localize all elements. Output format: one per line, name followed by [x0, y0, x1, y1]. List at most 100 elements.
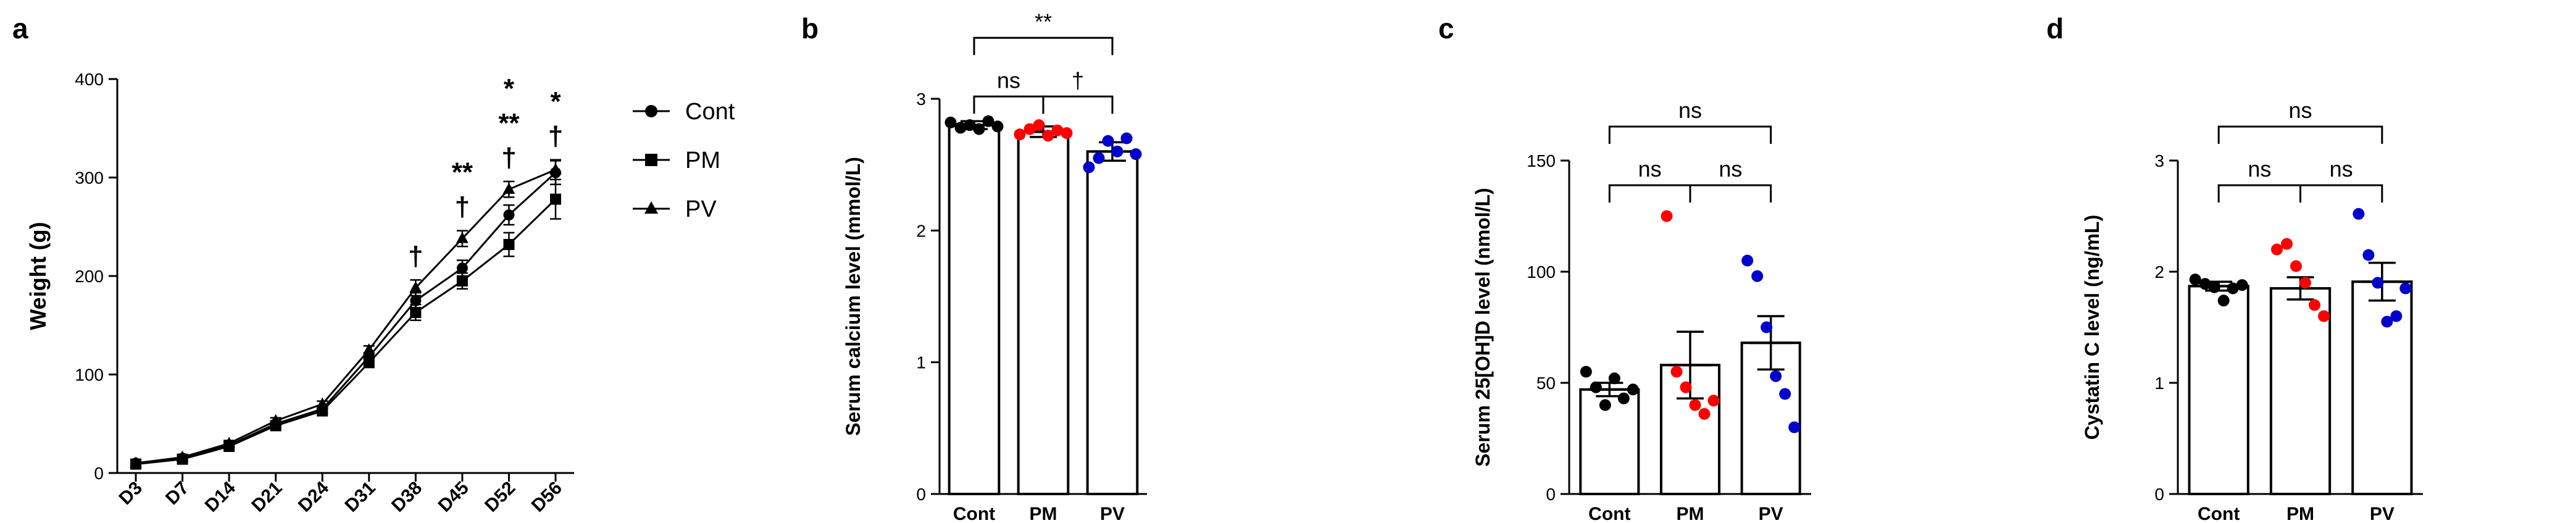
- data-point-cont: [1627, 383, 1639, 396]
- data-point-cont: [456, 262, 468, 274]
- y-axis-title: Serum calcium level (mmol/L): [842, 157, 864, 436]
- data-point-pv: [1761, 321, 1773, 333]
- x-tick-label: Cont: [1588, 504, 1630, 523]
- y-axis-title: Cystatin C level (ng/mL): [2081, 215, 2103, 440]
- y-tick-label: 0: [1546, 485, 1556, 504]
- y-tick-label: 200: [75, 267, 104, 286]
- data-point-pm: [2281, 238, 2293, 250]
- comparison-bracket: [2299, 184, 2383, 203]
- y-tick-label: 300: [75, 169, 104, 188]
- data-point-cont: [410, 295, 422, 306]
- data-point-cont: [1608, 372, 1620, 385]
- legend-label-cont: Cont: [685, 99, 735, 125]
- data-point-cont: [964, 119, 976, 132]
- data-point-pv: [1120, 132, 1133, 144]
- significance-mark: †: [408, 241, 423, 271]
- y-tick-label: 50: [1536, 374, 1556, 393]
- bar-pv: [2351, 280, 2413, 495]
- data-point-cont: [954, 122, 967, 134]
- comparison-bracket: [2217, 125, 2383, 144]
- data-point-pv: [223, 437, 236, 448]
- data-point-cont: [2208, 281, 2220, 293]
- y-tick-label: 1: [2154, 374, 2164, 393]
- legend-marker: [644, 201, 658, 214]
- data-point-cont: [1580, 366, 1592, 378]
- series-line-pm: [135, 198, 557, 466]
- data-point-pm: [1033, 119, 1045, 132]
- data-point-pm: [1707, 395, 1720, 407]
- data-point-pv: [316, 397, 329, 409]
- data-point-cont: [944, 116, 957, 128]
- y-axis-title: Weight (g): [25, 222, 51, 330]
- data-point-pv: [1779, 388, 1791, 400]
- x-tick-label: PV: [1100, 504, 1125, 523]
- y-tick-label: 0: [94, 464, 104, 483]
- series-line-pv: [135, 169, 556, 464]
- x-tick-label: D31: [341, 478, 379, 516]
- data-point-pm: [1698, 408, 1711, 420]
- y-tick-label: 2: [2154, 262, 2164, 282]
- weight-line-chart: 0 100 200 300 400 D3 D7 D14 D21 D24 D31 D38 D45 D52 D5…: [25, 70, 735, 516]
- y-tick-label: 2: [916, 221, 926, 240]
- x-tick-label: D3: [115, 478, 146, 509]
- bar-pm: [1017, 130, 1070, 496]
- data-point-pm: [410, 307, 422, 319]
- comparison-bracket: [1608, 125, 1772, 144]
- comparison-label: **: [1035, 9, 1052, 34]
- x-tick-label: D21: [248, 478, 286, 516]
- data-point-pm: [2290, 260, 2302, 272]
- data-point-pv: [1083, 161, 1095, 174]
- comparison-label: ns: [1678, 98, 1702, 123]
- comparison-label: ns: [1719, 156, 1742, 182]
- comparison-bracket: [973, 95, 1044, 114]
- bar-cont: [2188, 285, 2249, 495]
- data-point-pv: [1751, 270, 1764, 282]
- panel-letter-c: c: [1438, 12, 1454, 44]
- data-point-pv: [1741, 254, 1754, 267]
- y-tick-label: 0: [916, 485, 926, 504]
- legend-label-pv: PV: [685, 196, 717, 222]
- panel-letter-b: b: [801, 12, 819, 44]
- significance-mark: *: [504, 73, 515, 104]
- data-point-pv: [2362, 249, 2375, 261]
- data-point-pv: [130, 456, 142, 468]
- data-point-pv: [2390, 310, 2403, 322]
- legend-marker: [645, 105, 657, 117]
- data-point-cont: [503, 209, 515, 221]
- data-point-pm: [2318, 310, 2330, 322]
- comparison-label: ns: [2330, 156, 2353, 182]
- y-tick-label: 3: [2154, 151, 2164, 170]
- series-line-cont: [135, 172, 557, 464]
- data-point-pm: [1689, 399, 1701, 411]
- comparison-bracket: [2217, 184, 2301, 203]
- data-point-pm: [2309, 299, 2320, 311]
- comparison-label: ns: [2288, 98, 2312, 123]
- vitamin-d-bar-chart: 0 50 100 150 Serum 25[OH]D level (nmol/L) Con…: [1472, 98, 1811, 523]
- data-point-pm: [363, 357, 375, 369]
- data-point-pm: [1680, 381, 1692, 393]
- data-point-pv: [456, 232, 469, 243]
- data-point-cont: [973, 123, 985, 135]
- data-point-pv: [176, 450, 189, 462]
- data-point-pv: [362, 343, 375, 354]
- x-tick-label: PM: [2286, 504, 2314, 523]
- data-point-cont: [2236, 279, 2248, 291]
- y-tick-label: 0: [2154, 485, 2164, 504]
- y-tick-label: 100: [1527, 262, 1556, 282]
- data-point-cont: [991, 120, 1004, 133]
- data-point-pm: [1023, 123, 1036, 135]
- data-point-pv: [1770, 370, 1782, 382]
- x-tick-label: D7: [162, 478, 193, 509]
- data-point-pm: [503, 238, 515, 250]
- data-point-cont: [2199, 278, 2211, 290]
- data-point-cont: [1599, 399, 1611, 411]
- data-point-pv: [1093, 152, 1105, 164]
- data-point-pm: [1670, 366, 1683, 378]
- significance-mark: *: [550, 86, 561, 117]
- x-tick-label: Cont: [2198, 504, 2240, 523]
- comparison-label: ns: [997, 67, 1020, 93]
- data-point-pv: [1130, 148, 1142, 161]
- y-tick-label: 100: [75, 366, 104, 385]
- x-tick-label: PV: [2370, 504, 2395, 523]
